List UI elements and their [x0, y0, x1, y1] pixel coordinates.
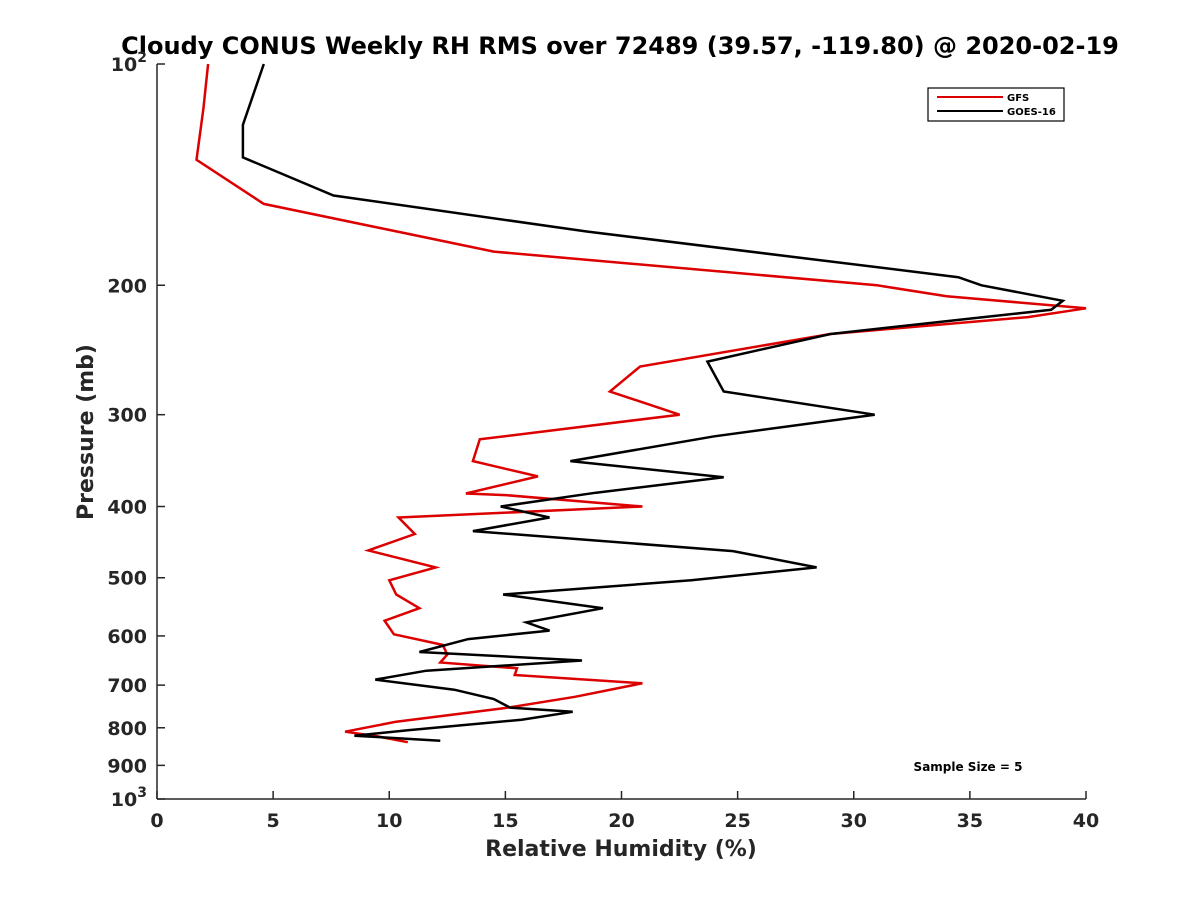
y-tick-label-7: 800: [107, 718, 147, 740]
x-tick-label-1: 5: [267, 810, 280, 832]
y-tick-label-0: 102: [111, 50, 147, 76]
x-tick-label-5: 25: [724, 810, 750, 832]
x-tick-label-0: 0: [150, 810, 163, 832]
legend-box: [927, 87, 1065, 122]
x-ticks: 0 5 10 15 20 25 30 35 40: [150, 791, 1099, 832]
legend-label-goes16: GOES-16: [1007, 107, 1056, 118]
y-tick-label-1: 200: [107, 275, 147, 297]
y-tick-label-4: 500: [107, 568, 147, 590]
x-tick-label-4: 20: [608, 810, 634, 832]
y-tick-label-9: 103: [111, 785, 147, 811]
x-axis-label: Relative Humidity (%): [485, 837, 757, 862]
x-tick-label-7: 35: [957, 810, 983, 832]
y-tick-label-5: 600: [107, 626, 147, 648]
chart-title: Cloudy CONUS Weekly RH RMS over 72489 (3…: [121, 32, 1119, 60]
y-tick-label-8: 900: [107, 755, 147, 777]
series-layer: [195, 63, 1087, 744]
y-tick-label-3: 400: [107, 497, 147, 519]
x-tick-label-2: 10: [376, 810, 402, 832]
y-axis-label: Pressure (mb): [74, 344, 99, 520]
series-line-gfs: [195, 63, 1087, 744]
legend: GFS GOES-16: [927, 87, 1065, 122]
y-ticks: 102 200 300 400 500 600 700 800 900 103: [107, 50, 165, 811]
y-tick-label-6: 700: [107, 675, 147, 697]
sample-size-annotation: Sample Size = 5: [914, 760, 1023, 774]
x-tick-label-8: 40: [1073, 810, 1099, 832]
legend-label-gfs: GFS: [1007, 93, 1029, 104]
y-tick-label-2: 300: [107, 405, 147, 427]
x-tick-label-6: 30: [841, 810, 867, 832]
x-tick-label-3: 15: [492, 810, 518, 832]
series-line-goes16: [241, 63, 1066, 742]
